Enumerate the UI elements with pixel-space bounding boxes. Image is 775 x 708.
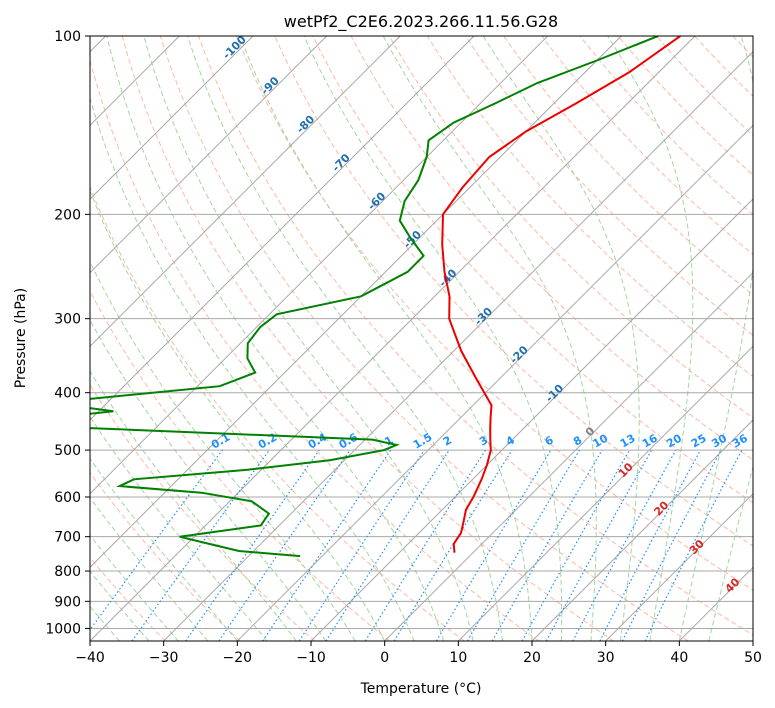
mixing-ratio-line — [218, 449, 351, 641]
moist-adiabat — [90, 189, 386, 641]
moist-adiabat — [90, 415, 268, 641]
dry-adiabat — [274, 36, 753, 547]
x-tick-label: 10 — [449, 650, 467, 666]
moist-adiabat — [303, 36, 563, 641]
y-tick-label: 1000 — [45, 621, 81, 637]
moist-adiabat — [106, 36, 445, 641]
y-tick-label: 400 — [54, 386, 81, 402]
dry-adiabat — [426, 36, 753, 378]
dry-adiabat — [159, 36, 689, 641]
dry-adiabat — [236, 36, 753, 591]
temperature-profile-line — [441, 36, 681, 553]
dry-adiabat — [90, 556, 166, 641]
dry-adiabat — [198, 36, 753, 636]
isotherm — [163, 50, 753, 641]
mixing-ratio-line — [185, 449, 320, 641]
isotherm — [310, 198, 753, 641]
y-tick-label: 100 — [54, 29, 81, 45]
x-tick-label: 0 — [380, 650, 389, 666]
mixing-ratio-line — [393, 449, 513, 641]
moist-adiabat — [482, 36, 640, 641]
x-axis-ticks: −40 −30 −20 −10 0 10 20 30 40 50 — [75, 641, 762, 666]
y-tick-label: 800 — [54, 564, 81, 580]
mixing-ratio-line — [644, 449, 743, 641]
y-tick-label: 300 — [54, 312, 81, 328]
mixing-ratio-line — [572, 449, 677, 641]
dry-adiabat — [90, 290, 390, 641]
dry-adiabat — [503, 36, 753, 296]
x-tick-label: −20 — [223, 650, 253, 666]
x-tick-label: −40 — [75, 650, 105, 666]
moist-adiabat — [382, 36, 597, 641]
x-axis-label: Temperature (°C) — [360, 681, 482, 697]
moist-adiabat — [187, 36, 503, 641]
plot-frame — [89, 35, 754, 642]
chart-title: wetPf2_C2E6.2023.266.11.56.G28 — [284, 12, 558, 32]
isotherm — [605, 492, 753, 641]
moist-adiabat — [90, 457, 238, 641]
isotherm — [90, 36, 401, 348]
y-tick-label: 700 — [54, 530, 81, 546]
series-group — [90, 36, 681, 558]
moist-adiabat — [90, 319, 327, 641]
plot-area — [90, 36, 753, 641]
isotherm — [236, 124, 753, 641]
isotherm — [384, 271, 753, 641]
isotherm — [457, 345, 753, 641]
x-tick-label: −10 — [296, 650, 326, 666]
dewpoint-profile-line — [90, 36, 659, 558]
y-tick-label: 200 — [54, 207, 81, 223]
mixing-ratio-line — [262, 449, 392, 641]
y-axis-label: Pressure (hPa) — [13, 288, 29, 388]
dry-adiabat — [90, 58, 540, 641]
moist-adiabat — [678, 36, 753, 641]
isotherm — [90, 36, 475, 421]
isotherm — [90, 36, 328, 274]
x-tick-label: 20 — [523, 650, 541, 666]
y-tick-label: 500 — [54, 443, 81, 459]
x-tick-label: 30 — [597, 650, 615, 666]
y-tick-label: 900 — [54, 594, 81, 610]
x-tick-label: 50 — [744, 650, 762, 666]
y-axis-ticks: 100 200 300 400 500 600 700 800 900 1000 — [45, 29, 90, 637]
moist-adiabat — [90, 260, 356, 641]
moist-adiabat — [607, 36, 694, 641]
moist-adiabat — [239, 36, 533, 641]
isotherm — [90, 36, 549, 495]
mixing-ratio-line — [90, 449, 223, 631]
mixing-ratio-line — [325, 449, 450, 641]
isotherm — [90, 36, 622, 569]
y-tick-label: 600 — [54, 490, 81, 506]
x-tick-label: 40 — [670, 650, 688, 666]
moist-adiabat — [143, 36, 474, 641]
mixing-ratio-line — [545, 449, 653, 641]
isotherm — [531, 419, 753, 641]
mixing-ratio-line — [131, 449, 270, 641]
mixing-ratio-line — [298, 449, 425, 641]
dry-adiabat — [90, 383, 316, 641]
dry-adiabat — [121, 36, 614, 641]
moist-adiabat — [708, 465, 753, 641]
x-tick-label: −30 — [149, 650, 179, 666]
mixing-ratio-line — [521, 449, 631, 641]
dry-adiabat — [90, 471, 241, 641]
dry-adiabat — [90, 185, 465, 641]
dry-adiabat — [350, 36, 753, 461]
isotherm — [90, 36, 254, 200]
